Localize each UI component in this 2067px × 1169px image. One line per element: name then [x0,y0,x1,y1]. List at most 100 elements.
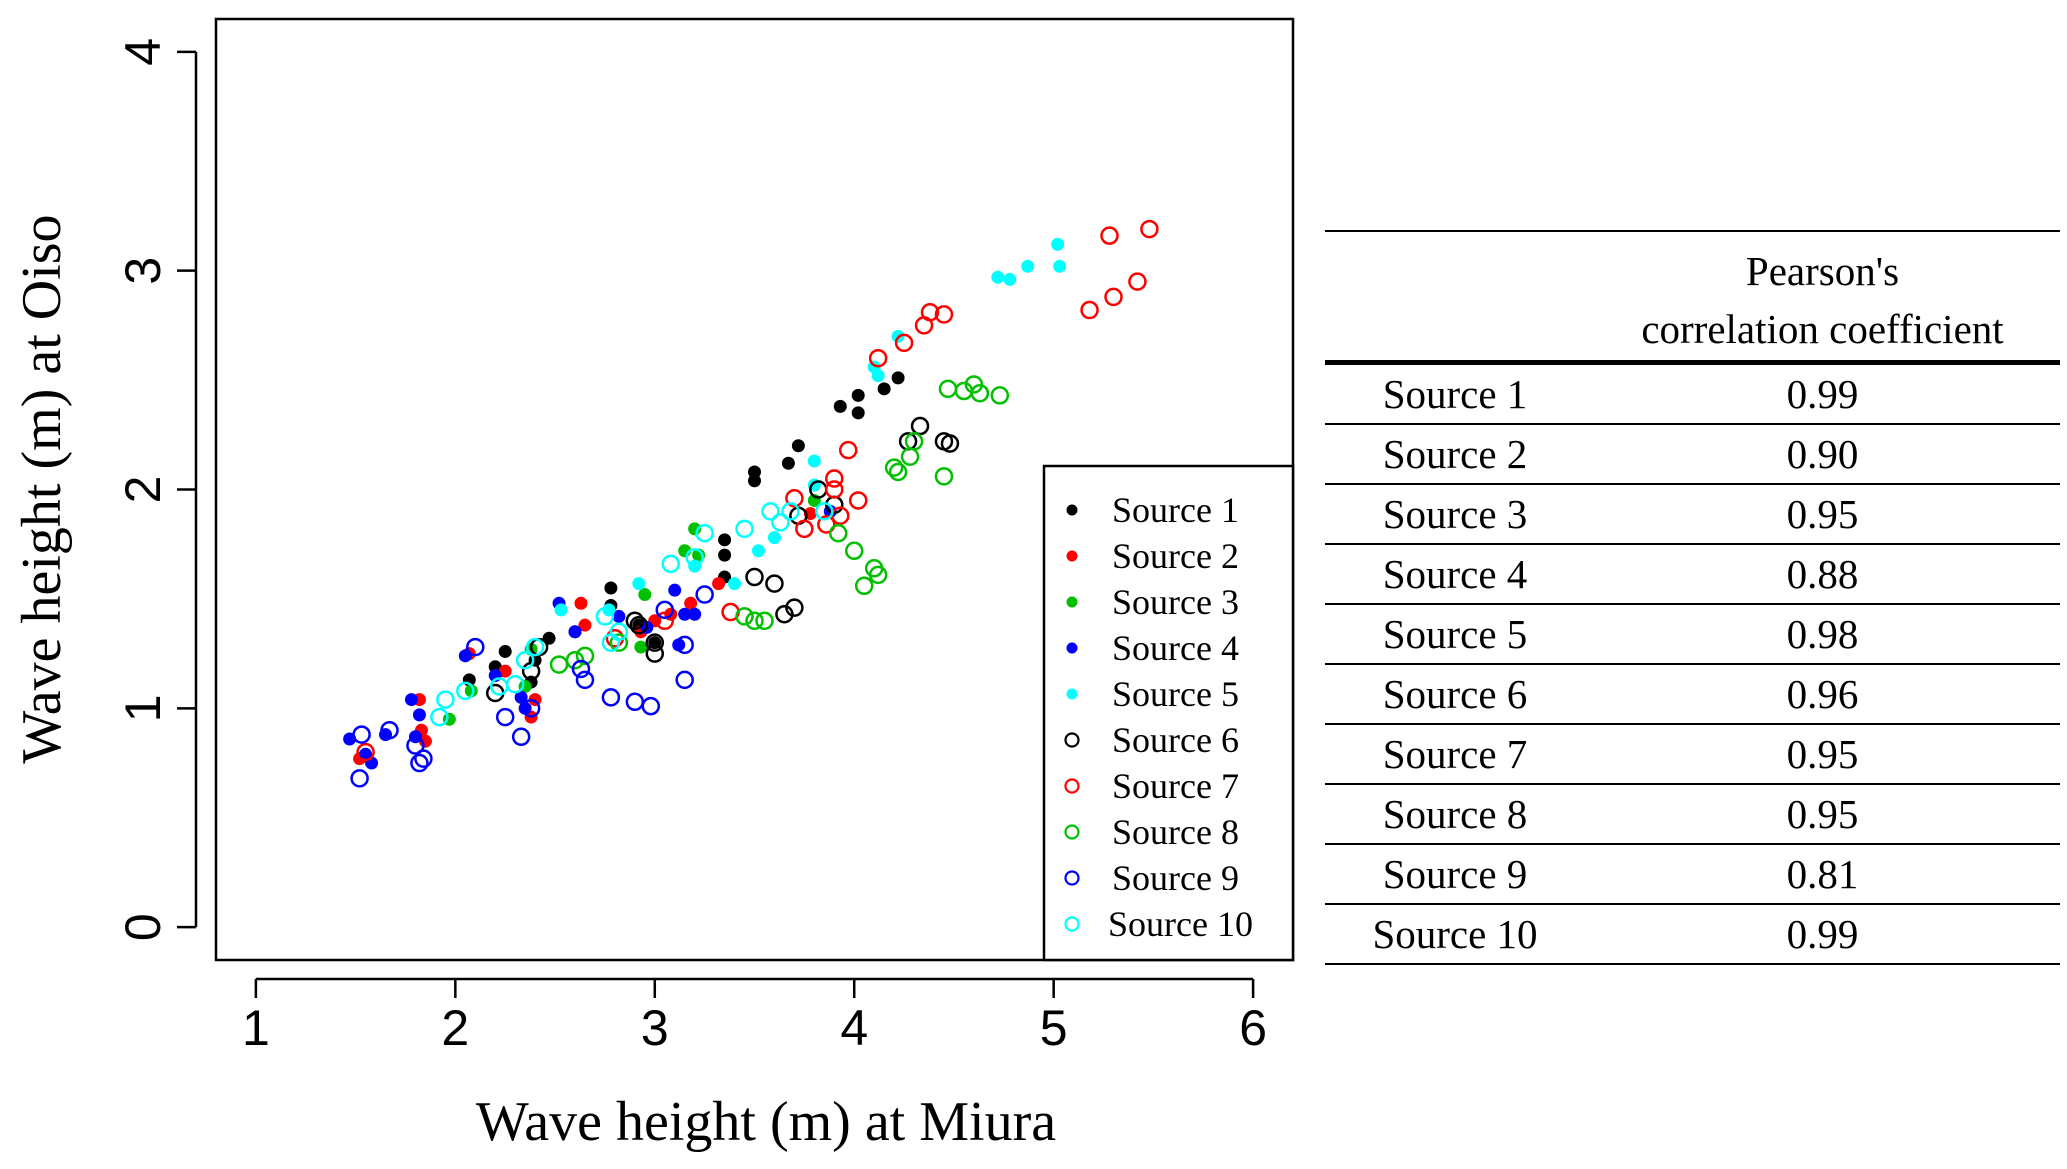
data-point [1051,237,1065,251]
data-point [695,524,714,543]
data-point [1100,226,1119,245]
data-point [807,454,821,468]
series-5 [554,237,1067,617]
legend-marker [1066,504,1078,516]
correlation-value-cell: 0.95 [1585,724,2060,785]
data-point [456,681,475,701]
data-point [735,607,754,626]
data-point [1104,287,1123,307]
data-point [990,386,1010,405]
data-point [571,659,591,679]
data-point [825,480,844,499]
data-point [661,554,680,574]
legend: Source 1 Source 2 Source 3 Source 4 Source 5… [1042,464,1295,962]
data-point [728,577,742,591]
y-tick-label: 1 [115,694,171,722]
legend-label: Source 1 [1112,490,1239,530]
table-header-row: Pearson's correlation coefficient [1325,231,2060,363]
source-name-cell: Source 1 [1325,362,1585,425]
correlation-value-cell: 0.98 [1585,604,2060,665]
legend-marker [1064,824,1080,840]
header-pearson: Pearson's correlation coefficient [1585,231,2060,363]
legend-marker [1064,778,1080,794]
data-point [629,615,649,635]
data-point [601,688,621,707]
data-point [761,502,780,521]
x-tick-label: 4 [840,1000,868,1056]
series-8 [549,375,1010,674]
correlation-value-cell: 0.95 [1585,484,2060,545]
data-point [578,618,592,632]
series-9 [350,585,714,788]
data-point [785,489,804,508]
data-point [751,544,765,558]
y-axis: 0 1 2 3 4 [115,38,198,941]
table-row: Source 9 0.81 [1325,844,2060,905]
data-point [755,611,774,631]
data-point [829,524,848,543]
y-axis-title: Wave height (m) at Oiso [11,214,73,763]
data-point [854,576,874,596]
data-point [675,670,694,690]
data-point [848,491,868,510]
source-name-cell: Source 4 [1325,544,1585,605]
series-10 [430,502,834,727]
data-point [412,708,426,722]
data-point [609,622,629,641]
data-point [574,596,588,610]
data-point [511,727,531,747]
y-tick-label: 4 [115,38,171,66]
x-tick-label: 6 [1239,1000,1267,1056]
data-point [410,753,429,773]
data-point [695,585,714,604]
legend-label: Source 2 [1112,536,1239,576]
data-point [380,720,399,740]
source-name-cell: Source 7 [1325,724,1585,785]
y-tick-label: 0 [115,913,171,941]
data-point [406,736,425,755]
data-point [554,603,568,617]
data-point [675,635,694,655]
data-point [771,513,790,532]
header-line-1: Pearson's [1745,248,1900,294]
source-name-cell: Source 10 [1325,904,1585,965]
data-point [718,533,732,547]
table-row: Source 3 0.95 [1325,484,2060,545]
legend-label: Source 9 [1112,858,1239,898]
series-6 [485,416,960,703]
data-point [549,655,569,674]
legend-label: Source 6 [1112,720,1239,760]
data-point [1128,272,1147,291]
data-point [781,456,795,470]
table-row: Source 2 0.90 [1325,424,2060,485]
series-7 [356,219,1159,762]
data-point [868,565,888,585]
data-point [1053,259,1067,273]
data-point [568,625,582,639]
data-point [735,519,754,539]
data-point [638,588,652,602]
correlation-value-cell: 0.99 [1585,904,2060,965]
data-point [838,440,858,460]
data-point [525,637,545,657]
data-point [815,502,834,521]
data-point [851,388,865,402]
data-point [414,749,433,768]
data-point [844,541,864,561]
data-point [609,633,629,652]
data-point [817,515,836,534]
data-point [625,692,645,712]
data-point [920,302,940,322]
data-point [404,693,418,707]
data-point [718,548,732,562]
correlation-value-cell: 0.99 [1585,362,2060,425]
legend-label: Source 8 [1112,812,1239,852]
data-point [645,644,665,663]
data-point [1080,300,1099,320]
data-point [991,270,1005,284]
x-axis: 1 2 3 4 5 6 [242,977,1267,1056]
correlation-value-cell: 0.81 [1585,844,2060,905]
data-point [884,458,904,477]
legend-marker [1064,732,1080,748]
data-point [350,769,369,788]
